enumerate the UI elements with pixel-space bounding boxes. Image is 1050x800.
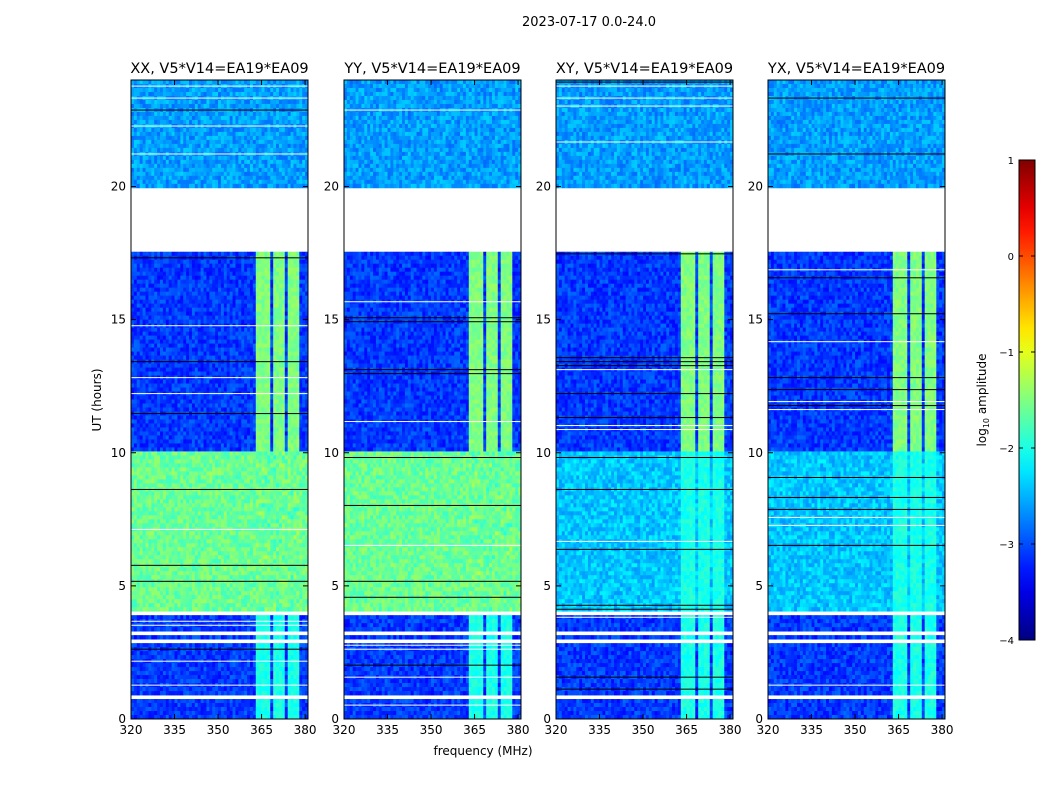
colorbar: 1 0 −1 −2 −3 −4 log10 amplitude bbox=[975, 156, 1036, 647]
panels-group: XX, V5*V14=EA19*EA09 320 335 350 365 380 0 5 10 1… bbox=[111, 61, 954, 737]
y-tick-label: 10 bbox=[111, 446, 126, 460]
y-tick-label: 15 bbox=[324, 313, 339, 327]
axes-frame bbox=[130, 79, 309, 720]
y-tick-label: 20 bbox=[536, 180, 551, 194]
y-tick-label: 20 bbox=[324, 180, 339, 194]
colorbar-gradient bbox=[1018, 159, 1036, 641]
y-tick-label: 20 bbox=[111, 180, 126, 194]
x-tick-label: 335 bbox=[800, 723, 823, 737]
x-tick-label: 335 bbox=[163, 723, 186, 737]
panel-yy: YY, V5*V14=EA19*EA09 320 335 350 365 380 0 5 10 1… bbox=[324, 61, 530, 737]
y-tick-label: 5 bbox=[543, 579, 551, 593]
y-tick-label: 10 bbox=[748, 446, 763, 460]
heatmap-image bbox=[344, 80, 521, 719]
y-axis-label: UT (hours) bbox=[90, 368, 104, 431]
x-tick-label: 320 bbox=[757, 723, 780, 737]
y-tick-label: 10 bbox=[536, 446, 551, 460]
y-tick-label: 15 bbox=[536, 313, 551, 327]
y-tick-label: 0 bbox=[543, 712, 551, 726]
figure-title: 2023-07-17 0.0-24.0 bbox=[522, 15, 656, 30]
y-tick-label: 0 bbox=[755, 712, 763, 726]
x-tick-label: 365 bbox=[675, 723, 698, 737]
x-tick-label: 350 bbox=[207, 723, 230, 737]
x-tick-label: 365 bbox=[250, 723, 273, 737]
y-tick-label: 20 bbox=[748, 180, 763, 194]
x-tick-label: 365 bbox=[463, 723, 486, 737]
panel-title: XX, V5*V14=EA19*EA09 bbox=[130, 61, 308, 77]
x-tick-label: 335 bbox=[376, 723, 399, 737]
x-tick-label: 350 bbox=[632, 723, 655, 737]
x-tick-label: 380 bbox=[931, 723, 954, 737]
colorbar-tick-label: 1 bbox=[1008, 156, 1014, 167]
x-tick-label: 320 bbox=[333, 723, 356, 737]
x-tick-label: 335 bbox=[588, 723, 611, 737]
colorbar-tick-label: −4 bbox=[999, 636, 1014, 647]
x-tick-label: 350 bbox=[844, 723, 867, 737]
panel-yx: YX, V5*V14=EA19*EA09 320 335 350 365 380 0 5 10 1… bbox=[748, 61, 954, 737]
colorbar-tick-label: 0 bbox=[1008, 252, 1014, 263]
y-tick-label: 5 bbox=[755, 579, 763, 593]
axes-frame bbox=[767, 79, 946, 720]
colorbar-tick-label: −1 bbox=[999, 348, 1014, 359]
y-tick-label: 5 bbox=[118, 579, 126, 593]
panel-xy: XY, V5*V14=EA19*EA09 320 335 350 365 380 0 5 10 1… bbox=[536, 61, 742, 737]
x-tick-label: 365 bbox=[887, 723, 910, 737]
y-tick-label: 15 bbox=[748, 313, 763, 327]
axes-frame bbox=[343, 79, 522, 720]
y-tick-label: 5 bbox=[331, 579, 339, 593]
x-tick-label: 320 bbox=[120, 723, 143, 737]
panel-title: XY, V5*V14=EA19*EA09 bbox=[556, 61, 733, 77]
x-tick-label: 380 bbox=[507, 723, 530, 737]
y-tick-label: 0 bbox=[331, 712, 339, 726]
x-tick-label: 380 bbox=[719, 723, 742, 737]
x-tick-label: 380 bbox=[294, 723, 317, 737]
axes-frame bbox=[555, 79, 734, 720]
y-tick-label: 15 bbox=[111, 313, 126, 327]
colorbar-tick-label: −2 bbox=[999, 444, 1014, 455]
x-tick-label: 350 bbox=[420, 723, 443, 737]
heatmap-image bbox=[768, 80, 945, 719]
panel-title: YY, V5*V14=EA19*EA09 bbox=[343, 61, 520, 77]
heatmap-image bbox=[556, 80, 733, 719]
x-axis-label: frequency (MHz) bbox=[433, 744, 532, 758]
panel-xx: XX, V5*V14=EA19*EA09 320 335 350 365 380 0 5 10 1… bbox=[111, 61, 317, 737]
x-tick-label: 320 bbox=[545, 723, 568, 737]
y-tick-label: 0 bbox=[118, 712, 126, 726]
colorbar-label: log10 amplitude bbox=[975, 354, 991, 447]
heatmap-image bbox=[131, 80, 308, 719]
colorbar-tick-label: −3 bbox=[999, 540, 1014, 551]
y-tick-label: 10 bbox=[324, 446, 339, 460]
panel-title: YX, V5*V14=EA19*EA09 bbox=[767, 61, 945, 77]
